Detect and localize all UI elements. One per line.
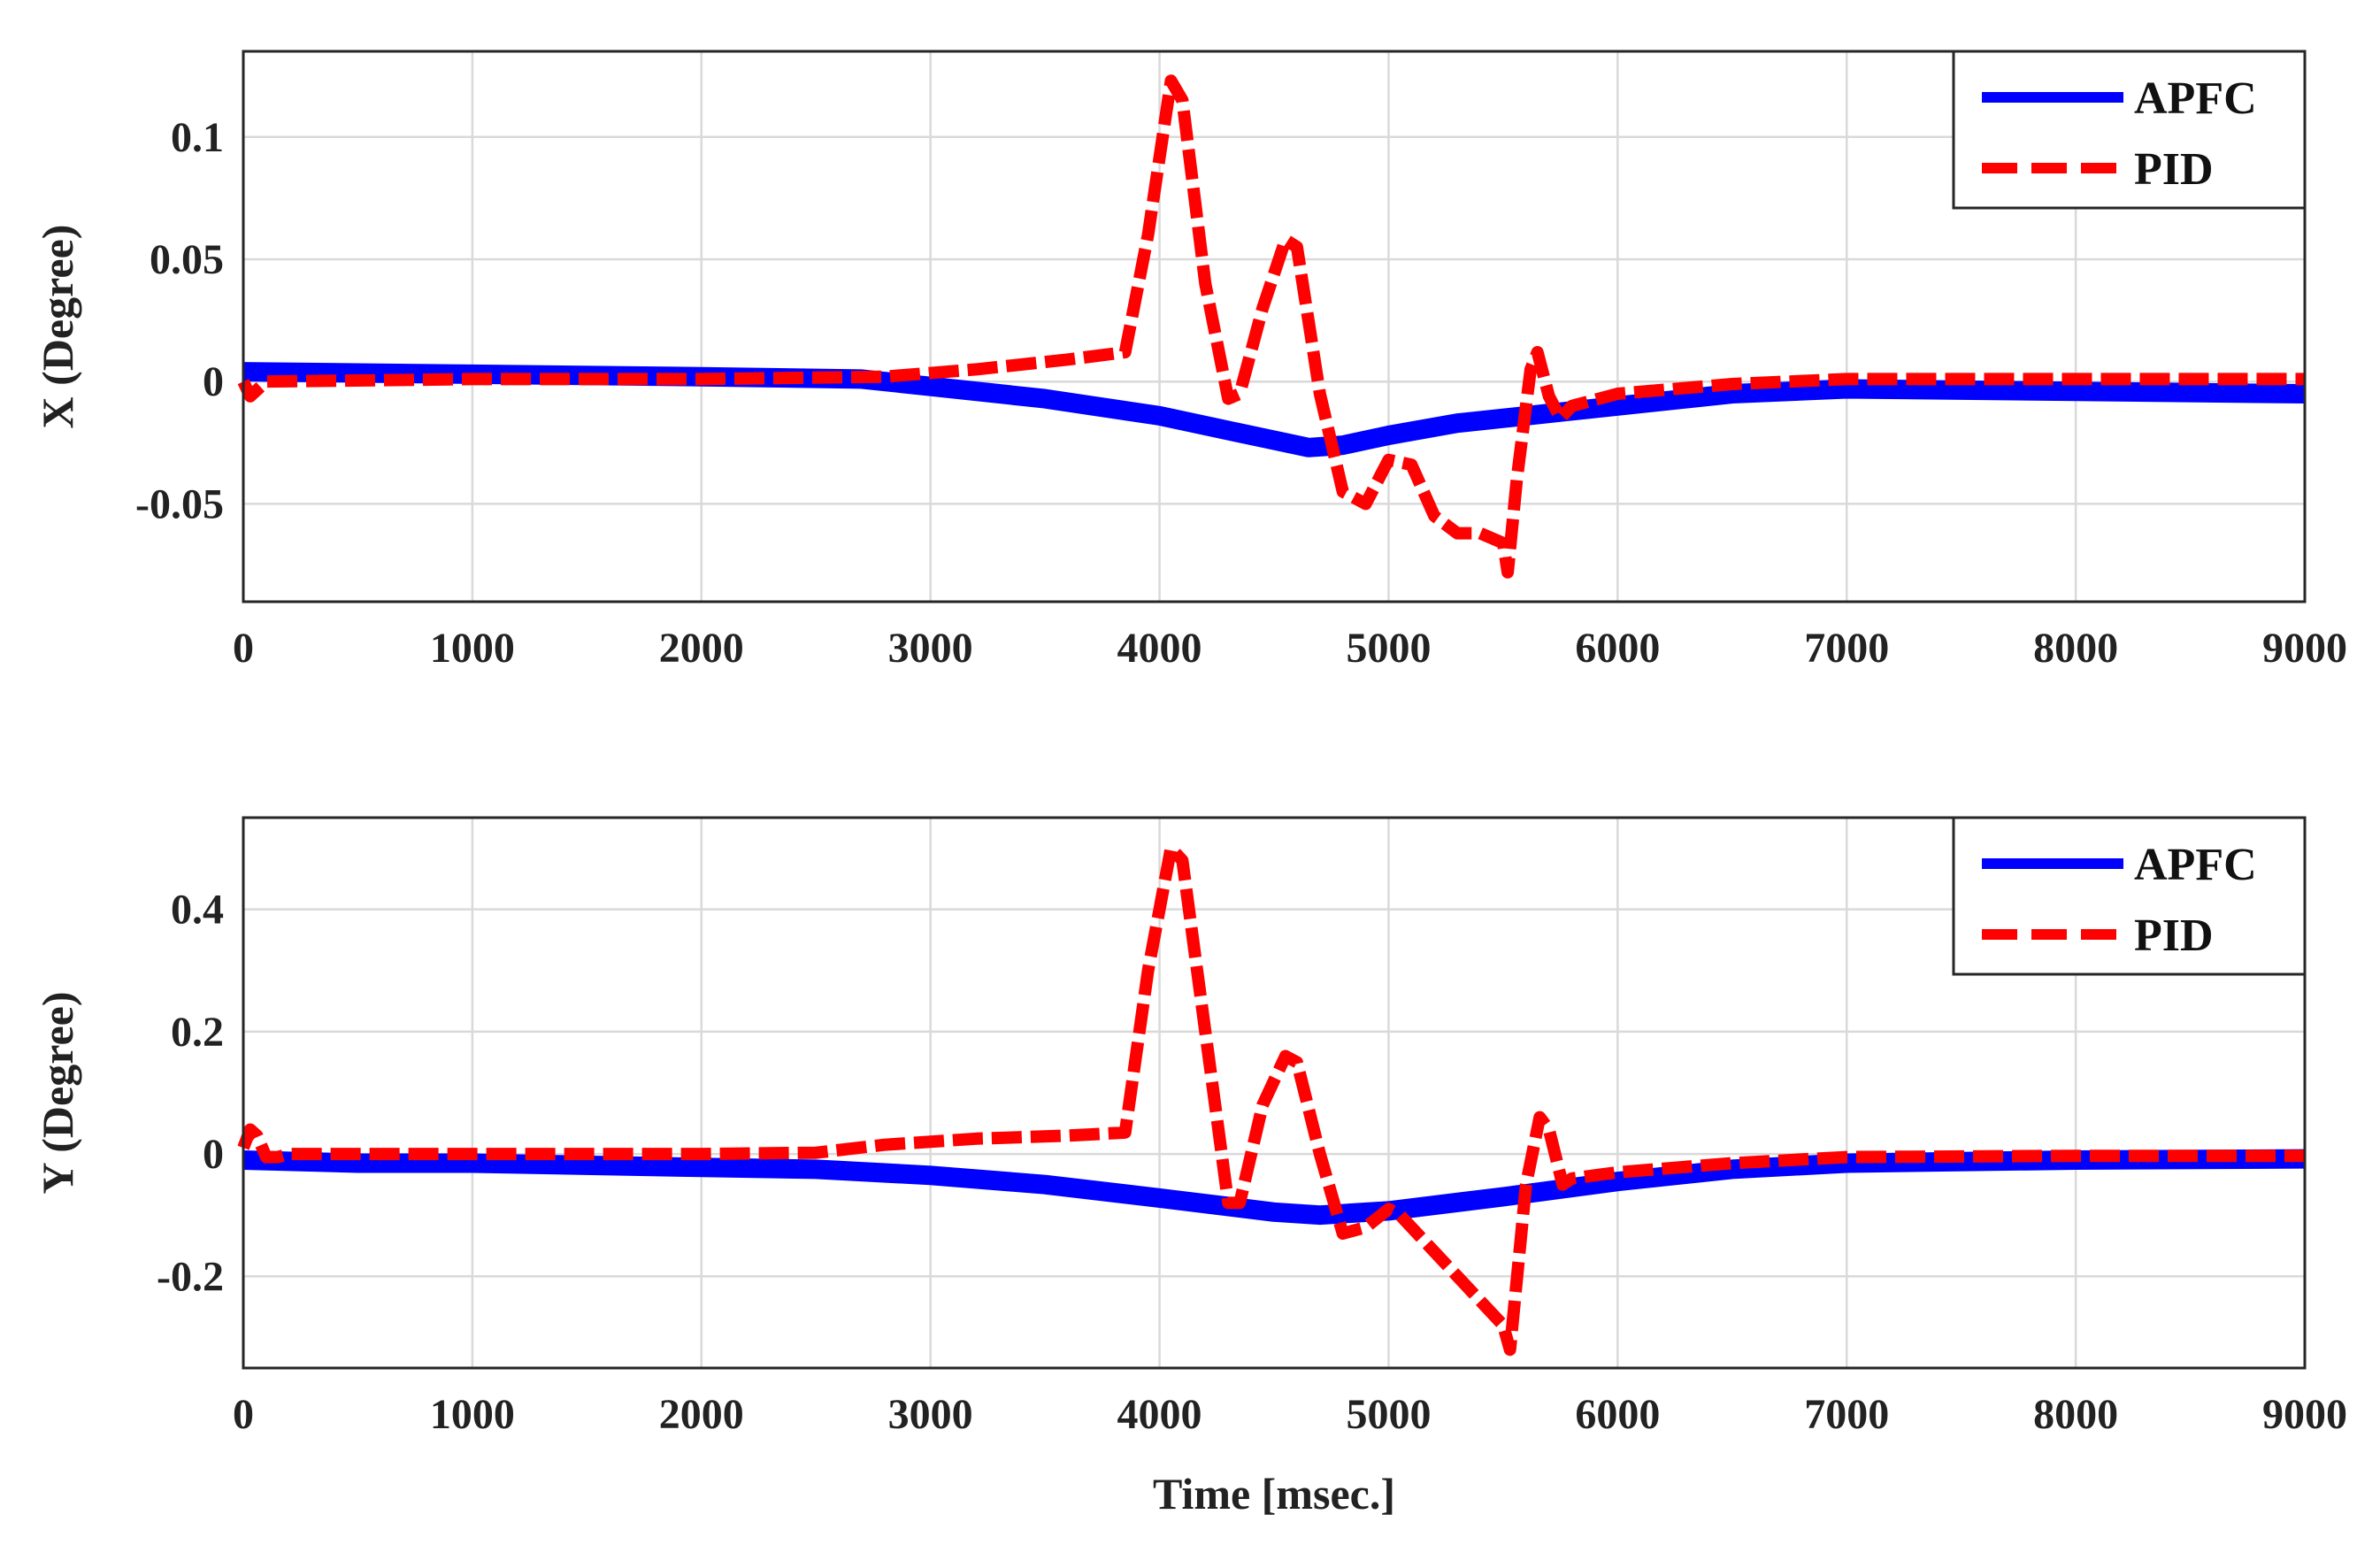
y-tick-label: 0 (203, 358, 224, 405)
panel-x-ylabel: X (Degree) (33, 225, 82, 429)
y-tick-label: 0.2 (171, 1009, 224, 1056)
x-tick-label: 9000 (2262, 1391, 2347, 1438)
x-tick-label: 4000 (1117, 1391, 1202, 1438)
series-line-apfc (242, 1149, 2306, 1226)
panel-y-xlabel: Time [msec.] (1153, 1469, 1395, 1518)
panel-y-xticks: 0 1000 2000 3000 4000 5000 6000 7000 8000 9000 (233, 1391, 2347, 1438)
panel-x-frame (242, 50, 2307, 603)
x-tick-label: 6000 (1575, 1391, 1660, 1438)
panel-x-xticks: 0 1000 2000 3000 4000 5000 6000 7000 8000 9000 (233, 625, 2347, 672)
x-tick-label: 1000 (430, 625, 515, 672)
panel-x-yticks: -0.05 0 0.05 0.1 (135, 114, 224, 528)
x-tick-label: 0 (233, 625, 254, 672)
panel-y-legend: APFC PID (1952, 816, 2307, 976)
y-tick-label: 0.05 (150, 236, 224, 283)
y-tick-label: 0 (203, 1131, 224, 1178)
legend-pid-label: PID (2134, 144, 2214, 195)
panel-x-series (237, 74, 2306, 579)
legend-apfc-label: APFC (2134, 840, 2257, 890)
x-tick-label: 2000 (659, 625, 744, 672)
y-tick-label: 0.1 (171, 114, 224, 161)
panel-y-ylabel: Y (Degree) (33, 991, 82, 1194)
series-line-pid (237, 74, 2305, 579)
legend-pid-label: PID (2134, 911, 2214, 961)
x-tick-label: 5000 (1346, 1391, 1431, 1438)
x-tick-label: 6000 (1575, 625, 1660, 672)
panel-x-legend: APFC PID (1952, 50, 2307, 210)
x-tick-label: 5000 (1346, 625, 1431, 672)
panel-x: 0 1000 2000 3000 4000 5000 6000 7000 8000 9000 -0… (33, 50, 2347, 672)
x-tick-label: 4000 (1117, 625, 1202, 672)
x-tick-label: 7000 (1804, 625, 1889, 672)
series-line-pid (237, 842, 2305, 1357)
x-tick-label: 7000 (1804, 1391, 1889, 1438)
x-tick-label: 8000 (2033, 1391, 2118, 1438)
x-tick-label: 1000 (430, 1391, 515, 1438)
panel-y-frame (242, 816, 2307, 1370)
x-tick-label: 9000 (2262, 625, 2347, 672)
y-tick-label: -0.2 (157, 1253, 224, 1300)
x-tick-label: 8000 (2033, 625, 2118, 672)
y-tick-label: -0.05 (135, 480, 224, 527)
x-tick-label: 0 (233, 1391, 254, 1438)
panel-y-yticks: -0.2 0 0.2 0.4 (157, 887, 224, 1301)
x-tick-label: 3000 (888, 1391, 973, 1438)
x-tick-label: 3000 (888, 625, 973, 672)
panel-y: 0 1000 2000 3000 4000 5000 6000 7000 8000 9000 -0… (33, 816, 2347, 1518)
legend-apfc-label: APFC (2134, 73, 2257, 124)
y-tick-label: 0.4 (171, 887, 224, 934)
panel-y-series (237, 842, 2306, 1357)
x-tick-label: 2000 (659, 1391, 744, 1438)
